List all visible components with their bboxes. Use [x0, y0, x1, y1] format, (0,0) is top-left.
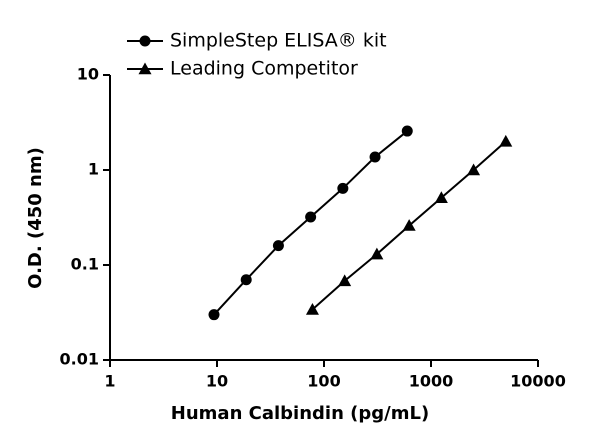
y-axis-title: O.D. (450 nm): [25, 147, 46, 289]
x-tick-label: 10: [206, 372, 228, 391]
x-axis-title: Human Calbindin (pg/mL): [171, 403, 429, 424]
y-tick-label: 0.01: [60, 350, 99, 369]
data-point: [434, 191, 448, 203]
legend-label: SimpleStep ELISA® kit: [170, 30, 387, 52]
data-point: [337, 182, 349, 194]
y-tick-label: 10: [77, 65, 99, 84]
x-tick-label: 1000: [409, 372, 454, 391]
data-point: [208, 309, 220, 321]
x-tick-label: 10000: [510, 372, 566, 391]
data-point: [467, 163, 481, 176]
x-tick-label: 100: [307, 372, 340, 391]
data-point: [401, 125, 413, 137]
data-point: [305, 303, 319, 315]
y-tick-label: 0.1: [71, 255, 99, 274]
data-point: [272, 240, 284, 252]
x-tick-label: 1: [104, 372, 115, 391]
data-point: [240, 274, 252, 286]
data-point: [499, 134, 513, 147]
legend-marker: [139, 35, 151, 47]
data-point: [369, 151, 381, 163]
data-point: [305, 211, 317, 223]
data-point: [402, 219, 416, 231]
legend-label: Leading Competitor: [170, 58, 358, 80]
y-tick-label: 1: [88, 160, 99, 179]
data-point: [338, 274, 352, 287]
data-point: [370, 247, 384, 260]
legend-marker: [138, 62, 152, 75]
